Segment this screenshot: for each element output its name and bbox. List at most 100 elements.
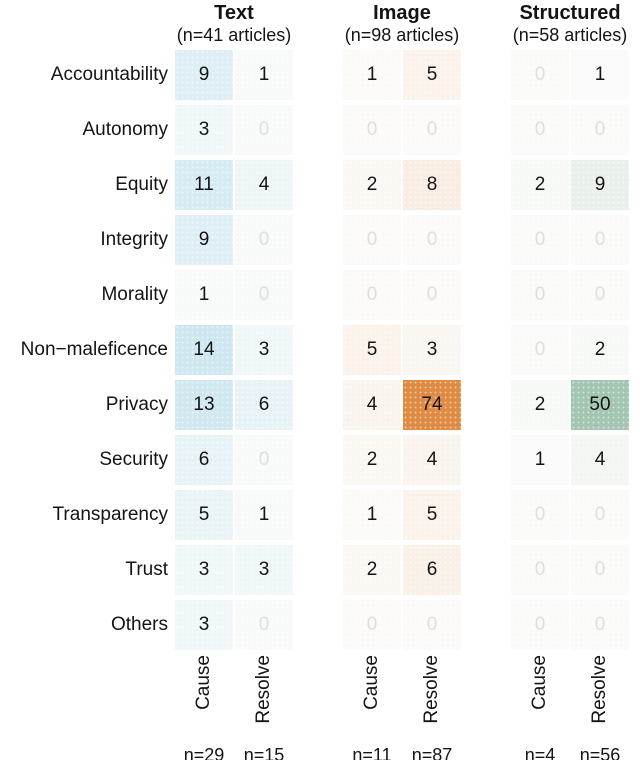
- cell-image-resolve-non-maleficence: 3: [403, 325, 461, 375]
- cell-text-resolve-equity: 4: [235, 160, 293, 210]
- row-label-security: Security: [99, 449, 168, 470]
- cell-structured-resolve-others: 0: [571, 600, 629, 650]
- axis-label-image-cause: Cause: [361, 655, 382, 710]
- heatmap-row-morality: Morality 1 0 0 0 0 0: [0, 270, 640, 320]
- cell-text-resolve-trust: 3: [235, 545, 293, 595]
- cell-structured-cause-autonomy: 0: [511, 105, 569, 155]
- cell-text-resolve-security: 0: [235, 435, 293, 485]
- cell-text-cause-non-maleficence: 14: [175, 325, 233, 375]
- cell-structured-resolve-accountability: 1: [571, 50, 629, 100]
- heatmap-row-privacy: Privacy 13 6 4 74 2 50: [0, 380, 640, 430]
- cell-text-resolve-transparency: 1: [235, 490, 293, 540]
- axis-label-cell-structured-cause: Cause: [511, 655, 569, 710]
- cell-image-resolve-others: 0: [403, 600, 461, 650]
- cell-image-cause-trust: 2: [343, 545, 401, 595]
- cell-image-resolve-security: 4: [403, 435, 461, 485]
- row-label-non-maleficence: Non−maleficence: [20, 339, 168, 360]
- cell-text-cause-autonomy: 3: [175, 105, 233, 155]
- count-label-structured-resolve: n=56: [579, 745, 621, 760]
- axis-label-image-resolve: Resolve: [421, 655, 442, 724]
- cell-text-resolve-non-maleficence: 3: [235, 325, 293, 375]
- group-header-image: Image (n=98 articles): [343, 2, 461, 46]
- heatmap-row-non-maleficence: Non−maleficence 14 3 5 3 0 2: [0, 325, 640, 375]
- cell-text-resolve-autonomy: 0: [235, 105, 293, 155]
- row-label-autonomy: Autonomy: [82, 119, 168, 140]
- group-subtitle-structured: (n=58 articles): [512, 25, 628, 45]
- cell-structured-cause-non-maleficence: 0: [511, 325, 569, 375]
- cell-text-cause-others: 3: [175, 600, 233, 650]
- cell-image-resolve-equity: 8: [403, 160, 461, 210]
- cell-image-resolve-privacy: 74: [403, 380, 461, 430]
- cell-structured-cause-accountability: 0: [511, 50, 569, 100]
- cell-structured-cause-trust: 0: [511, 545, 569, 595]
- row-label-equity: Equity: [115, 174, 168, 195]
- heatmap-row-others: Others 3 0 0 0 0 0: [0, 600, 640, 650]
- cell-image-resolve-accountability: 5: [403, 50, 461, 100]
- cell-text-resolve-integrity: 0: [235, 215, 293, 265]
- row-label-integrity: Integrity: [100, 229, 168, 250]
- cell-text-cause-integrity: 9: [175, 215, 233, 265]
- cell-structured-resolve-non-maleficence: 2: [571, 325, 629, 375]
- cell-text-cause-morality: 1: [175, 270, 233, 320]
- cell-text-resolve-accountability: 1: [235, 50, 293, 100]
- heatmap-row-autonomy: Autonomy 3 0 0 0 0 0: [0, 105, 640, 155]
- cell-image-cause-equity: 2: [343, 160, 401, 210]
- cell-text-resolve-others: 0: [235, 600, 293, 650]
- cell-image-resolve-autonomy: 0: [403, 105, 461, 155]
- row-label-trust: Trust: [125, 559, 168, 580]
- cell-structured-cause-transparency: 0: [511, 490, 569, 540]
- cell-structured-cause-equity: 2: [511, 160, 569, 210]
- heatmap-row-transparency: Transparency 5 1 1 5 0 0: [0, 490, 640, 540]
- row-label-transparency: Transparency: [52, 504, 168, 525]
- cell-structured-resolve-autonomy: 0: [571, 105, 629, 155]
- header-spacer: [0, 2, 175, 46]
- cell-structured-cause-morality: 0: [511, 270, 569, 320]
- axis-label-text-cause: Cause: [193, 655, 214, 710]
- group-title-image: Image: [373, 2, 431, 24]
- group-title-structured: Structured: [519, 2, 621, 24]
- cell-structured-resolve-equity: 9: [571, 160, 629, 210]
- cell-image-cause-non-maleficence: 5: [343, 325, 401, 375]
- cell-structured-cause-others: 0: [511, 600, 569, 650]
- axis-label-cell-text-resolve: Resolve: [235, 655, 293, 724]
- row-label-accountability: Accountability: [50, 64, 168, 85]
- cell-structured-cause-integrity: 0: [511, 215, 569, 265]
- row-label-morality: Morality: [101, 284, 168, 305]
- heatmap-grid: Accountability 9 1 1 5 0 1 Autonomy 3 0 0 0 0 0 Equity…: [0, 50, 640, 650]
- cell-structured-cause-security: 1: [511, 435, 569, 485]
- axis-label-cell-image-cause: Cause: [343, 655, 401, 710]
- cell-image-cause-transparency: 1: [343, 490, 401, 540]
- cell-text-resolve-privacy: 6: [235, 380, 293, 430]
- group-subtitle-text: (n=41 articles): [176, 25, 292, 45]
- count-label-structured-cause: n=4: [524, 745, 556, 760]
- cell-structured-resolve-privacy: 50: [571, 380, 629, 430]
- cell-text-cause-transparency: 5: [175, 490, 233, 540]
- cell-structured-cause-privacy: 2: [511, 380, 569, 430]
- axis-label-structured-resolve: Resolve: [589, 655, 610, 724]
- cell-image-cause-integrity: 0: [343, 215, 401, 265]
- cell-structured-resolve-integrity: 0: [571, 215, 629, 265]
- cell-image-cause-morality: 0: [343, 270, 401, 320]
- cell-text-cause-trust: 3: [175, 545, 233, 595]
- axis-label-cell-image-resolve: Resolve: [403, 655, 461, 724]
- cell-image-cause-autonomy: 0: [343, 105, 401, 155]
- row-label-privacy: Privacy: [105, 394, 168, 415]
- group-title-text: Text: [214, 2, 254, 24]
- count-label-text-resolve: n=15: [243, 745, 285, 760]
- column-count-row: n=29 n=15 n=11 n=87 n=4 n=56: [0, 745, 640, 760]
- count-label-image-resolve: n=87: [411, 745, 453, 760]
- cell-image-resolve-morality: 0: [403, 270, 461, 320]
- row-label-others: Others: [110, 614, 168, 635]
- group-header-row: Text (n=41 articles) Image (n=98 article…: [0, 2, 640, 46]
- cell-image-resolve-integrity: 0: [403, 215, 461, 265]
- axis-label-cell-structured-resolve: Resolve: [571, 655, 629, 724]
- group-subtitle-image: (n=98 articles): [344, 25, 460, 45]
- cell-structured-resolve-morality: 0: [571, 270, 629, 320]
- count-label-text-cause: n=29: [183, 745, 225, 760]
- cell-text-cause-accountability: 9: [175, 50, 233, 100]
- axis-label-structured-cause: Cause: [529, 655, 550, 710]
- heatmap-row-trust: Trust 3 3 2 6 0 0: [0, 545, 640, 595]
- cell-text-cause-privacy: 13: [175, 380, 233, 430]
- heatmap-row-accountability: Accountability 9 1 1 5 0 1: [0, 50, 640, 100]
